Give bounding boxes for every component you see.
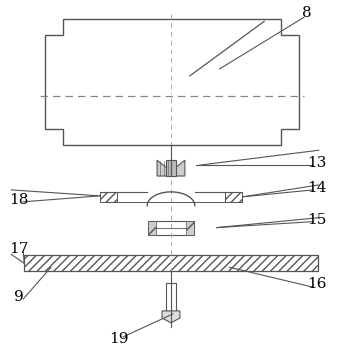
Text: 19: 19 [109,332,128,346]
Bar [166,283,176,311]
Text: 14: 14 [307,181,327,195]
Text: 16: 16 [307,277,327,291]
Polygon shape [157,160,167,176]
Text: 18: 18 [10,193,29,207]
Text: 17: 17 [10,242,29,256]
Bar [225,192,242,202]
Text: 8: 8 [302,6,312,20]
Text: 9: 9 [14,290,24,304]
Polygon shape [175,160,185,176]
Bar [148,221,156,234]
Polygon shape [45,19,299,145]
Text: 13: 13 [307,156,327,170]
Bar [100,192,117,202]
Text: 15: 15 [307,213,327,227]
Bar [24,255,318,271]
Bar [166,160,176,176]
Bar [186,221,194,234]
Polygon shape [162,311,180,323]
Bar [148,221,194,234]
